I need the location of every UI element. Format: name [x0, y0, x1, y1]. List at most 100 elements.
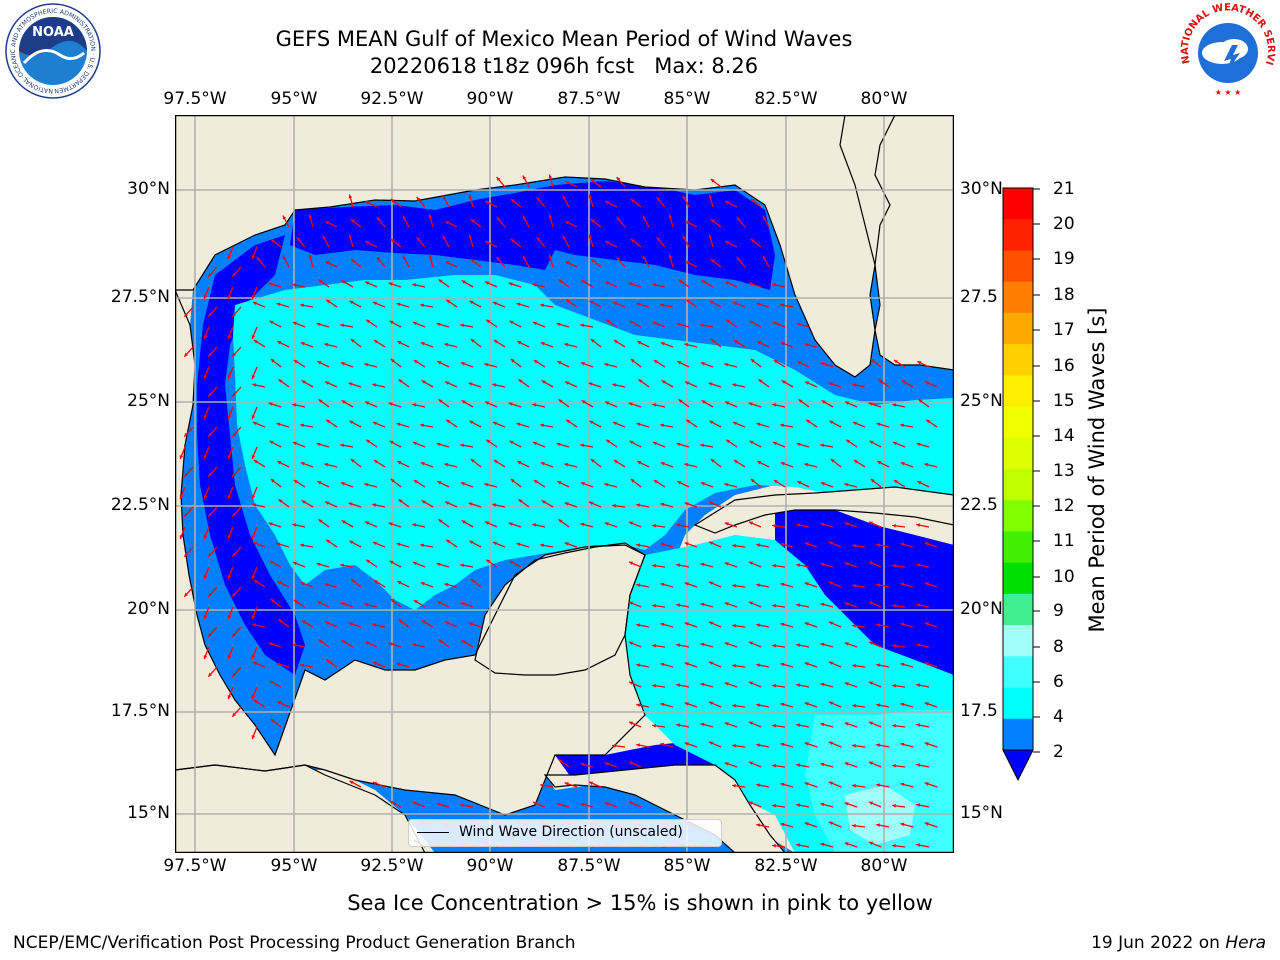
wind-wave-arrow — [652, 403, 666, 408]
wind-wave-arrow — [629, 440, 642, 448]
wind-wave-arrow — [325, 539, 338, 548]
wind-wave-arrow — [412, 441, 426, 448]
wind-wave-arrow — [251, 646, 258, 660]
wind-wave-arrow — [292, 643, 306, 648]
wind-wave-arrow — [732, 784, 746, 788]
wind-wave-arrow — [748, 721, 762, 728]
wind-wave-arrow — [564, 381, 578, 388]
wind-wave-arrow — [772, 764, 786, 768]
wind-wave-arrow — [876, 743, 890, 748]
wind-wave-arrow — [444, 621, 458, 628]
wind-wave-arrow — [565, 180, 578, 188]
wind-wave-arrow — [762, 255, 770, 268]
wind-wave-arrow — [676, 322, 690, 328]
wind-wave-arrow — [868, 402, 882, 408]
wind-wave-arrow — [876, 823, 890, 828]
wind-wave-arrow — [397, 340, 410, 348]
wind-wave-arrow — [616, 216, 626, 228]
wind-wave-arrow — [892, 441, 906, 448]
colorbar-segment — [1003, 344, 1033, 376]
wind-wave-arrow — [510, 238, 522, 248]
wind-wave-arrow — [470, 258, 482, 268]
wind-wave-arrow — [684, 702, 698, 708]
wind-wave-arrow — [389, 440, 402, 448]
wind-wave-arrow — [653, 479, 666, 488]
wind-wave-arrow — [772, 283, 786, 288]
wind-wave-arrow — [438, 518, 450, 528]
wind-wave-arrow — [556, 802, 570, 808]
wind-wave-arrow — [292, 403, 306, 408]
wind-wave-arrow — [756, 823, 770, 828]
wind-wave-arrow — [588, 194, 594, 208]
wind-wave-arrow — [398, 378, 410, 388]
wind-wave-arrow — [231, 346, 242, 358]
wind-wave-arrow — [701, 279, 714, 288]
wind-wave-arrow — [227, 566, 234, 580]
wind-wave-arrow — [750, 358, 762, 368]
wind-wave-arrow — [516, 542, 530, 548]
wind-wave-arrow — [364, 401, 378, 408]
wind-wave-arrow — [522, 175, 530, 188]
wind-wave-arrow — [251, 446, 258, 460]
host-name: Hera — [1225, 933, 1266, 953]
wind-wave-arrow — [660, 502, 674, 508]
wind-wave-arrow — [628, 561, 642, 568]
wind-wave-arrow — [341, 519, 354, 528]
wind-wave-arrow — [828, 701, 842, 708]
wind-wave-arrow — [916, 723, 930, 728]
wind-wave-arrow — [301, 499, 314, 508]
wind-wave-arrow — [682, 235, 690, 248]
wind-wave-arrow — [636, 543, 650, 548]
wind-wave-arrow — [900, 702, 914, 708]
wind-wave-arrow — [733, 459, 746, 468]
wind-wave-arrow — [270, 598, 282, 608]
wind-wave-arrow — [324, 501, 338, 508]
wind-wave-arrow — [372, 301, 386, 308]
wind-wave-arrow — [708, 234, 714, 248]
colorbar-tick-label: 4 — [1053, 707, 1064, 727]
wind-wave-arrow — [660, 702, 674, 708]
wind-wave-arrow — [533, 479, 546, 488]
wind-wave-arrow — [390, 198, 402, 208]
wind-wave-arrow — [708, 382, 722, 388]
wind-wave-arrow — [412, 523, 426, 528]
wind-wave-arrow — [277, 700, 290, 708]
wind-wave-arrow — [564, 342, 578, 348]
colorbar-tick-label: 10 — [1053, 567, 1075, 587]
wind-wave-arrow — [564, 782, 578, 788]
wind-wave-arrow — [270, 238, 282, 248]
wind-wave-arrow — [397, 460, 410, 468]
wind-wave-arrow — [820, 642, 834, 648]
wind-wave-arrow — [637, 460, 650, 468]
wind-wave-arrow — [325, 260, 338, 268]
wind-wave-arrow — [642, 215, 650, 228]
wind-wave-arrow — [700, 481, 714, 488]
wind-wave-arrow — [876, 663, 890, 668]
wind-wave-arrow — [773, 359, 786, 368]
wind-wave-arrow — [748, 681, 762, 688]
wind-wave-arrow — [580, 481, 594, 488]
colorbar-segment — [1003, 625, 1033, 657]
wind-wave-arrow — [796, 723, 810, 728]
wind-wave-arrow — [389, 800, 402, 808]
wind-wave-arrow — [296, 236, 306, 248]
wind-wave-arrow — [282, 215, 290, 228]
wind-wave-arrow — [736, 216, 746, 228]
wind-wave-arrow — [316, 442, 330, 448]
wind-wave-arrow — [676, 683, 690, 688]
lon-bottom-tick: 95°W — [270, 856, 318, 876]
wind-wave-arrow — [308, 254, 314, 268]
wind-wave-arrow — [324, 462, 338, 468]
wind-wave-arrow — [780, 782, 794, 788]
wind-wave-arrow — [203, 446, 210, 460]
coastlines — [175, 115, 954, 853]
wind-wave-arrow — [207, 546, 218, 558]
colorbar-tick-label: 14 — [1053, 426, 1075, 446]
wind-wave-arrow — [796, 763, 810, 768]
wind-wave-arrow — [876, 783, 890, 788]
wind-wave-arrow — [402, 255, 410, 268]
wind-wave-arrow — [536, 236, 546, 248]
coastline-landCuba — [693, 486, 954, 534]
wind-wave-arrow — [492, 503, 506, 508]
wind-wave-arrow — [628, 601, 642, 608]
